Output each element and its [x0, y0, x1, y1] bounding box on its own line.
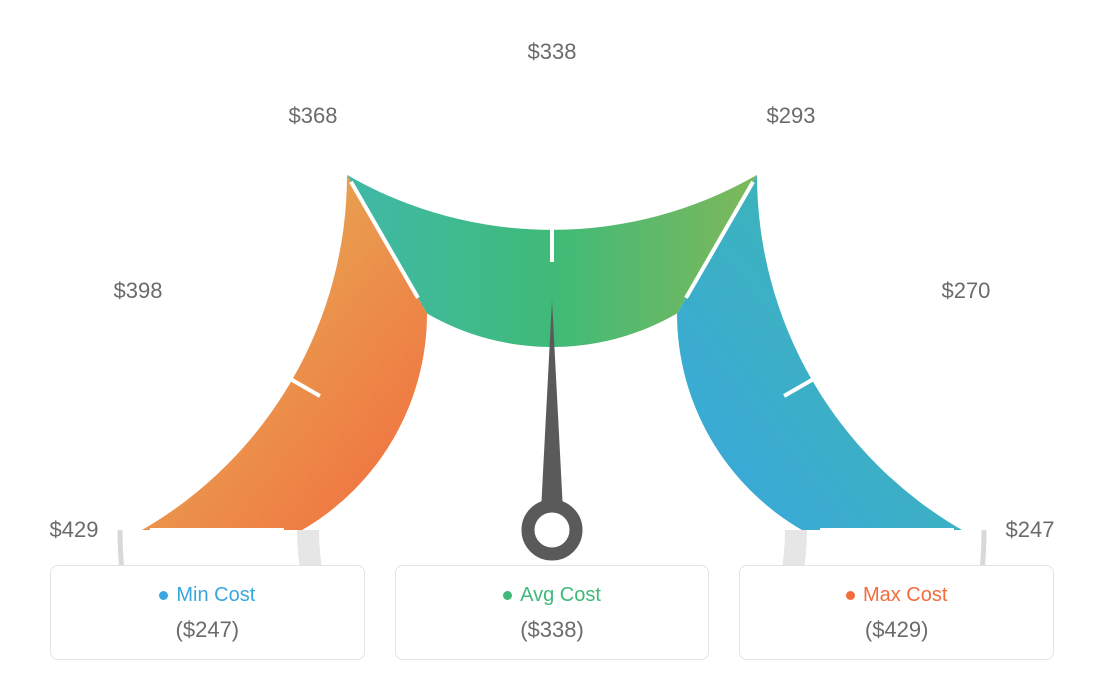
gauge-chart: $247 $270 $293 $338 $368 $398 $429 — [0, 0, 1104, 560]
min-dot — [159, 591, 168, 600]
max-cost-value: ($429) — [750, 617, 1043, 643]
avg-dot — [503, 591, 512, 600]
gauge-tick-label: $368 — [289, 103, 338, 129]
gauge-tick-label: $338 — [528, 39, 577, 65]
min-cost-label: Min Cost — [176, 584, 255, 607]
gauge-tick-label: $247 — [1006, 517, 1055, 543]
min-cost-title: Min Cost — [159, 584, 255, 607]
avg-cost-value: ($338) — [406, 617, 699, 643]
gauge-tick-label: $270 — [941, 278, 990, 304]
avg-cost-card: Avg Cost ($338) — [395, 565, 710, 660]
max-cost-title: Max Cost — [846, 584, 947, 607]
gauge-tick-label: $293 — [767, 103, 816, 129]
avg-cost-title: Avg Cost — [503, 584, 601, 607]
avg-cost-label: Avg Cost — [520, 584, 601, 607]
min-cost-card: Min Cost ($247) — [50, 565, 365, 660]
max-cost-label: Max Cost — [863, 584, 947, 607]
gauge-svg — [52, 20, 1052, 580]
max-cost-card: Max Cost ($429) — [739, 565, 1054, 660]
summary-cards: Min Cost ($247) Avg Cost ($338) Max Cost… — [50, 565, 1054, 660]
gauge-tick-label: $429 — [50, 517, 99, 543]
max-dot — [846, 591, 855, 600]
gauge-tick-label: $398 — [114, 278, 163, 304]
min-cost-value: ($247) — [61, 617, 354, 643]
